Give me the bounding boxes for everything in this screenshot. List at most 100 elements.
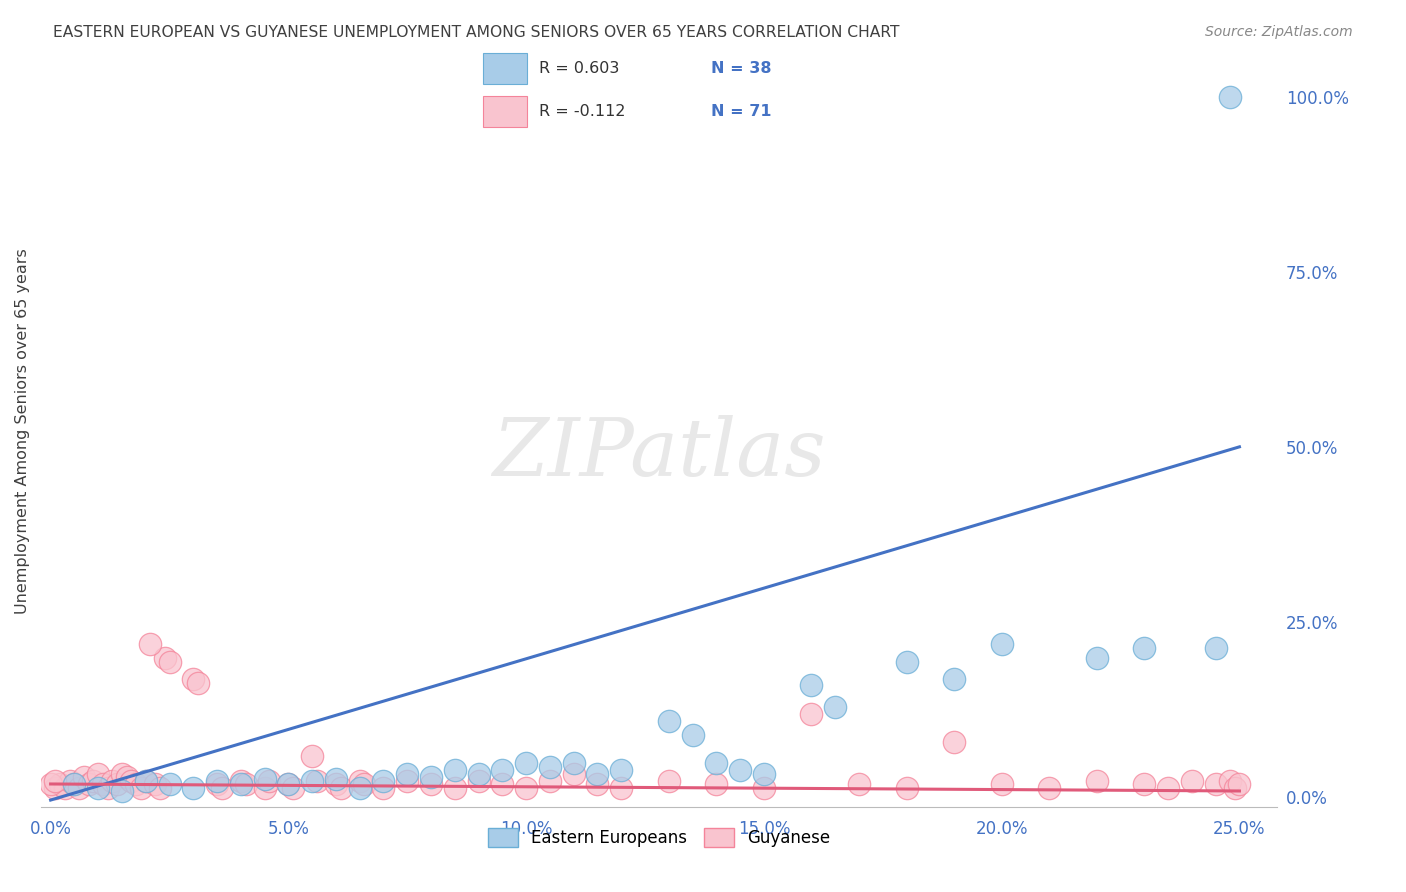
Point (101, 774, 124, 789)
Point (205, 777, 228, 791)
Point (728, 763, 751, 777)
Point (349, 774, 371, 789)
Point (943, 672, 966, 686)
Text: ZIPatlas: ZIPatlas (492, 415, 827, 492)
Point (610, 763, 633, 777)
Point (181, 672, 204, 686)
Point (229, 774, 252, 789)
Point (77, 777, 100, 791)
Point (706, 777, 728, 791)
Point (139, 637, 162, 651)
Point (896, 781, 918, 796)
Point (1133, 777, 1156, 791)
Point (1085, 651, 1108, 665)
Point (301, 774, 323, 789)
Point (586, 767, 609, 781)
Point (143, 777, 166, 791)
Point (253, 781, 276, 796)
Point (111, 767, 134, 781)
Point (752, 767, 775, 781)
Point (121, 774, 143, 789)
Point (253, 772, 276, 786)
Point (396, 767, 419, 781)
Point (1085, 774, 1108, 789)
Point (1229, 777, 1251, 791)
Point (235, 777, 257, 791)
Point (562, 767, 585, 781)
Point (1157, 781, 1180, 796)
Point (706, 756, 728, 770)
Point (943, 735, 966, 749)
Point (281, 781, 304, 796)
Point (515, 781, 537, 796)
Point (87, 767, 110, 781)
Point (39, 777, 62, 791)
Point (562, 756, 585, 770)
Point (149, 781, 172, 796)
Point (824, 700, 846, 714)
Point (187, 676, 209, 690)
Point (586, 777, 609, 791)
Point (105, 777, 128, 791)
Point (349, 781, 371, 796)
Y-axis label: Unemployment Among Seniors over 65 years: Unemployment Among Seniors over 65 years (15, 248, 30, 614)
Point (1219, 774, 1241, 789)
Point (443, 781, 465, 796)
Point (990, 777, 1012, 791)
Point (277, 777, 299, 791)
Point (159, 777, 181, 791)
Point (67, 781, 90, 796)
Point (125, 777, 148, 791)
Text: Source: ZipAtlas.com: Source: ZipAtlas.com (1205, 25, 1353, 39)
Point (63, 777, 86, 791)
Point (259, 774, 281, 789)
Point (53, 781, 76, 796)
Legend: Eastern Europeans, Guyanese: Eastern Europeans, Guyanese (479, 819, 839, 855)
Point (49, 777, 72, 791)
Point (443, 763, 465, 777)
Point (205, 774, 228, 789)
Point (800, 678, 823, 692)
Point (87, 781, 110, 796)
Point (682, 728, 704, 742)
Point (990, 637, 1012, 651)
Text: R = 0.603: R = 0.603 (538, 62, 620, 77)
Point (1219, 90, 1241, 104)
Point (396, 774, 419, 789)
Point (491, 763, 513, 777)
Point (82, 774, 104, 789)
Point (353, 777, 375, 791)
FancyBboxPatch shape (484, 95, 527, 127)
Point (305, 774, 328, 789)
Point (91, 777, 114, 791)
Point (211, 781, 233, 796)
Point (111, 784, 134, 798)
Point (159, 655, 181, 669)
Point (325, 777, 347, 791)
Point (538, 760, 561, 774)
Point (115, 770, 138, 784)
Text: R = -0.112: R = -0.112 (538, 103, 626, 119)
Text: EASTERN EUROPEAN VS GUYANESE UNEMPLOYMENT AMONG SENIORS OVER 65 YEARS CORRELATIO: EASTERN EUROPEAN VS GUYANESE UNEMPLOYMEN… (53, 25, 900, 40)
Point (44, 774, 66, 789)
Point (129, 781, 152, 796)
Point (752, 781, 775, 796)
Point (1181, 774, 1204, 789)
Point (848, 777, 870, 791)
Point (153, 651, 176, 665)
Point (1205, 641, 1227, 656)
Point (538, 774, 561, 789)
Point (610, 781, 633, 796)
Point (491, 777, 513, 791)
Point (277, 777, 299, 791)
Point (658, 714, 681, 728)
Text: N = 71: N = 71 (711, 103, 772, 119)
Point (1038, 781, 1060, 796)
Point (467, 774, 489, 789)
Point (135, 774, 157, 789)
Point (658, 774, 681, 789)
Point (515, 756, 537, 770)
Point (420, 770, 443, 784)
Point (97, 781, 120, 796)
Point (373, 774, 395, 789)
